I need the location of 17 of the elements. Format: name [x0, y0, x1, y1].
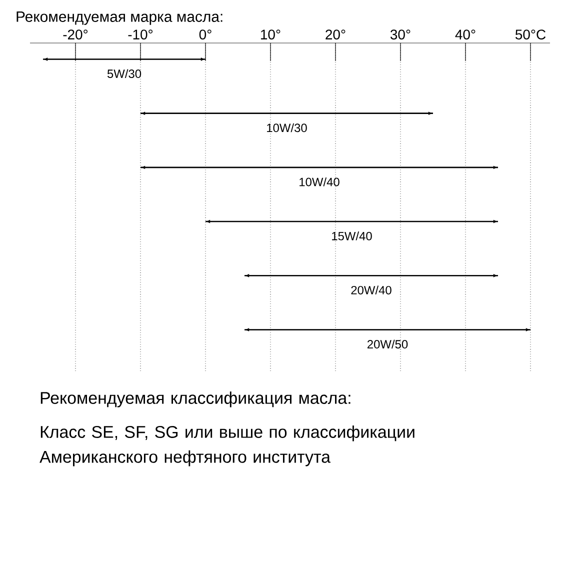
y-tick-label: 5W/30 — [107, 69, 142, 78]
x-tick-label: 0° — [199, 30, 212, 40]
y-tick-label: 10W/40 — [300, 177, 340, 186]
chart-title: Рекомендуемая марка масла: — [16, 12, 222, 25]
y-tick-label: 20W/50 — [367, 340, 408, 348]
x-tick-label: -10° — [128, 30, 153, 40]
y-tick-label: 15W/40 — [332, 232, 372, 240]
text: Класс SE, SF, SG или выше по классификации Американского нефтяного института — [40, 426, 414, 466]
x-tick-label: 10° — [261, 30, 280, 40]
y-tick-label: 10W/30 — [267, 123, 307, 132]
x-tick-label: 50°C — [515, 30, 546, 40]
x-tick-label: 30° — [390, 30, 410, 40]
text: Рекомендуемая классификация масла: — [40, 392, 350, 408]
y-tick-label: 20W/40 — [351, 286, 392, 294]
x-tick-label: -20° — [63, 30, 88, 40]
x-tick-label: 20° — [326, 30, 346, 40]
x-tick-label: 40° — [455, 30, 476, 40]
